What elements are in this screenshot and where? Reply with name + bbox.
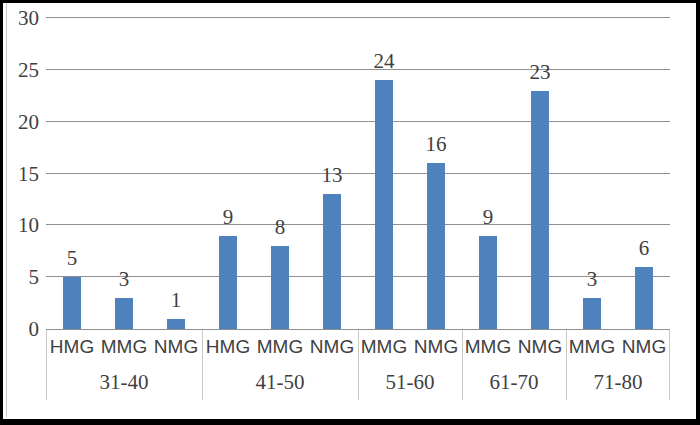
bar-31-40-HMG [63,277,81,329]
gridline-y-25 [46,69,670,70]
group-range-label: 31-40 [46,364,202,400]
gridline-y-20 [46,121,670,122]
subcategory-label: NMG [150,330,202,364]
subcategory-label: HMG [202,330,254,364]
bar-value-label: 9 [206,207,250,228]
bar-value-label: 5 [50,248,94,269]
bar-41-50-MMG [271,246,289,329]
bar-value-label: 6 [622,238,666,259]
subcategory-label: MMG [98,330,150,364]
bar-value-label: 1 [154,290,198,311]
y-tick-label: 25 [7,58,39,82]
bar-31-40-NMG [167,319,185,329]
chart-frame: 051015202530 5319813241692336 HMGMMGNMG3… [0,0,700,425]
bar-71-80-NMG [635,267,653,329]
gridline-y-30 [46,17,670,18]
y-tick-label: 0 [7,317,39,341]
category-separator [202,330,203,400]
subcategory-label: HMG [46,330,98,364]
group-range-label: 61-70 [462,364,566,400]
group-range-label: 71-80 [566,364,670,400]
bar-value-label: 24 [362,51,406,72]
y-tick-label: 5 [7,265,39,289]
category-separator [358,330,359,400]
subcategory-label: MMG [462,330,514,364]
bar-value-label: 9 [466,207,510,228]
bar-value-label: 8 [258,217,302,238]
subcategory-label: NMG [410,330,462,364]
y-tick-label: 20 [7,110,39,134]
y-tick-label: 10 [7,213,39,237]
category-separator [669,330,670,400]
bar-61-70-MMG [479,236,497,329]
plot-area: 5319813241692336 [46,18,670,330]
subcategory-label: MMG [358,330,410,364]
subcategory-label: NMG [514,330,566,364]
bar-value-label: 3 [570,269,614,290]
bar-value-label: 16 [414,134,458,155]
bar-31-40-MMG [115,298,133,329]
bar-51-60-NMG [427,163,445,329]
group-range-label: 41-50 [202,364,358,400]
x-axis-category-area: HMGMMGNMG31-40HMGMMGNMG41-50MMGNMG51-60M… [46,330,670,401]
bar-value-label: 13 [310,165,354,186]
bar-41-50-HMG [219,236,237,329]
bar-41-50-NMG [323,194,341,329]
subcategory-label: MMG [566,330,618,364]
bar-71-80-MMG [583,298,601,329]
subcategory-label: MMG [254,330,306,364]
group-range-label: 51-60 [358,364,462,400]
bar-value-label: 23 [518,62,562,83]
category-separator [462,330,463,400]
category-separator [566,330,567,400]
bar-value-label: 3 [102,269,146,290]
bar-61-70-NMG [531,91,549,329]
bar-51-60-MMG [375,80,393,329]
y-tick-label: 15 [7,162,39,186]
category-separator [46,330,47,400]
subcategory-label: NMG [618,330,670,364]
y-tick-label: 30 [7,6,39,30]
subcategory-label: NMG [306,330,358,364]
gridline-y-10 [46,224,670,225]
gridline-y-15 [46,173,670,174]
